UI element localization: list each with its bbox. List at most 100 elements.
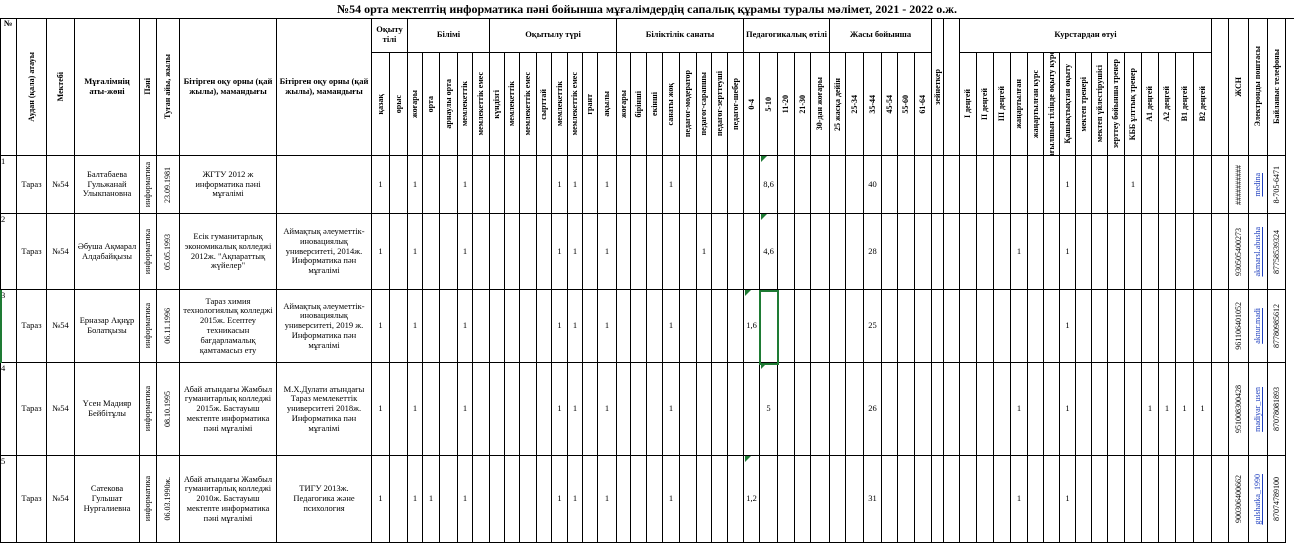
row-cell-16[interactable]: [505, 290, 520, 363]
row-cell-55[interactable]: [1142, 456, 1159, 543]
row-cell-55[interactable]: [1142, 156, 1159, 214]
row-cell-29[interactable]: [712, 214, 728, 290]
row-district[interactable]: Тараз: [17, 290, 47, 363]
header-category-sub-2[interactable]: екінші: [647, 53, 663, 156]
row-cell-42[interactable]: [932, 214, 944, 290]
row-cell-26[interactable]: [663, 214, 680, 290]
header-study-sub-5[interactable]: мемлекеттік емес: [568, 53, 583, 156]
row-cell-40[interactable]: [898, 363, 915, 456]
row-cell-50[interactable]: 1: [1060, 156, 1076, 214]
row-cell-53[interactable]: [1108, 456, 1125, 543]
row-cell-31[interactable]: 1,6: [744, 290, 760, 363]
row-cell-19[interactable]: 1: [552, 363, 568, 456]
header-study-sub-6[interactable]: грант: [583, 53, 598, 156]
header-lang[interactable]: Оқыту тілі: [372, 18, 408, 53]
row-cell-30[interactable]: [728, 156, 744, 214]
row-cell-31[interactable]: [744, 363, 760, 456]
header-course-sub-9[interactable]: зерттеу бойынша тренер: [1108, 53, 1125, 156]
row-cell-15[interactable]: [490, 214, 505, 290]
row-cell-12[interactable]: [440, 456, 458, 543]
row-cell-25[interactable]: [647, 290, 663, 363]
row-cell-17[interactable]: [520, 456, 537, 543]
row-cell-39[interactable]: [882, 156, 898, 214]
row-cell-35[interactable]: [811, 214, 830, 290]
row-cell-51[interactable]: [1076, 156, 1092, 214]
header-course-sub-0[interactable]: I деңгей: [960, 53, 977, 156]
row-cell-59[interactable]: [1212, 156, 1229, 214]
row-num[interactable]: 5: [0, 456, 17, 543]
row-cell-34[interactable]: [795, 156, 811, 214]
row-cell-40[interactable]: [898, 290, 915, 363]
row-cell-52[interactable]: [1092, 156, 1108, 214]
header-edu[interactable]: Білімі: [408, 18, 490, 53]
header-study-sub-2[interactable]: мемлекеттік емес: [520, 53, 537, 156]
row-cell-22[interactable]: 1: [598, 456, 617, 543]
row-cell-31[interactable]: [744, 214, 760, 290]
row-birth[interactable]: 06.11.1996: [157, 290, 180, 363]
header-course-sub-13[interactable]: В1 деңгей: [1176, 53, 1194, 156]
row-grad2[interactable]: Аймақтық әлеуметтік-иновациялық универси…: [277, 290, 372, 363]
header-category[interactable]: Біліктілік санаты: [617, 18, 744, 53]
row-cell-47[interactable]: 1: [1011, 456, 1028, 543]
header-ped-sub-2[interactable]: 11-20: [778, 53, 795, 156]
row-cell-30[interactable]: [728, 214, 744, 290]
header-course-sub-6[interactable]: Қашықтықтан оқыту: [1060, 53, 1076, 156]
header-ped-sub-1[interactable]: 5-10: [760, 53, 778, 156]
row-cell-38[interactable]: 26: [864, 363, 882, 456]
row-cell-29[interactable]: [712, 290, 728, 363]
row-birth[interactable]: 23.09.1981: [157, 156, 180, 214]
row-cell-33[interactable]: [778, 456, 795, 543]
row-cell-55[interactable]: 1: [1142, 363, 1159, 456]
row-cell-37[interactable]: [846, 456, 864, 543]
row-cell-29[interactable]: [712, 156, 728, 214]
header-subject[interactable]: Пәні: [140, 18, 157, 156]
row-cell-15[interactable]: [490, 363, 505, 456]
header-course-sub-8[interactable]: мектеп үйлестірушісі: [1092, 53, 1108, 156]
row-cell-19[interactable]: 1: [552, 290, 568, 363]
row-cell-23[interactable]: [617, 363, 631, 456]
row-cell-36[interactable]: [830, 156, 846, 214]
row-cell-54[interactable]: [1125, 363, 1142, 456]
row-cell-37[interactable]: [846, 214, 864, 290]
row-cell-44[interactable]: [960, 363, 977, 456]
header-course-sub-5[interactable]: ағылшын тілінде оқыту курс: [1044, 53, 1060, 156]
header-category-sub-3[interactable]: санаты жоқ: [663, 53, 680, 156]
row-grad1[interactable]: Есік гуманитарлық экономикалық колледжі …: [180, 214, 277, 290]
row-cell-53[interactable]: [1108, 363, 1125, 456]
header-blank[interactable]: [944, 18, 960, 156]
row-cell-36[interactable]: [830, 363, 846, 456]
row-iin[interactable]: ##########: [1229, 156, 1249, 214]
header-course-sub-2[interactable]: III деңгей: [994, 53, 1011, 156]
row-cell-57[interactable]: [1176, 456, 1194, 543]
row-cell-44[interactable]: [960, 290, 977, 363]
row-cell-28[interactable]: 1: [697, 214, 712, 290]
row-cell-40[interactable]: [898, 156, 915, 214]
row-cell-43[interactable]: [944, 214, 960, 290]
row-cell-22[interactable]: 1: [598, 290, 617, 363]
row-cell-11[interactable]: [423, 214, 440, 290]
row-cell-52[interactable]: [1092, 214, 1108, 290]
row-cell-23[interactable]: [617, 214, 631, 290]
row-school[interactable]: №54: [47, 156, 75, 214]
row-grad2[interactable]: ТИГУ 2013ж. Педагогика және психология: [277, 456, 372, 543]
row-num[interactable]: 4: [0, 363, 17, 456]
row-cell-42[interactable]: [932, 456, 944, 543]
row-cell-25[interactable]: [647, 156, 663, 214]
row-district[interactable]: Тараз: [17, 456, 47, 543]
row-cell-49[interactable]: [1044, 456, 1060, 543]
header-course-sub-4[interactable]: жаңартылған курс: [1028, 53, 1044, 156]
header-phone[interactable]: Байланыс телефоны: [1268, 18, 1286, 156]
row-cell-8[interactable]: 1: [372, 290, 390, 363]
row-cell-56[interactable]: [1159, 156, 1176, 214]
row-phone[interactable]: 87758539324: [1268, 214, 1286, 290]
row-cell-43[interactable]: [944, 156, 960, 214]
row-subject[interactable]: информатика: [140, 456, 157, 543]
row-cell-28[interactable]: [697, 456, 712, 543]
row-cell-23[interactable]: [617, 156, 631, 214]
row-cell-30[interactable]: [728, 456, 744, 543]
header-course-sub-10[interactable]: КББ ұлттық тренер: [1125, 53, 1142, 156]
row-cell-31[interactable]: [744, 156, 760, 214]
row-cell-16[interactable]: [505, 214, 520, 290]
row-cell-48[interactable]: [1028, 290, 1044, 363]
row-cell-16[interactable]: [505, 456, 520, 543]
